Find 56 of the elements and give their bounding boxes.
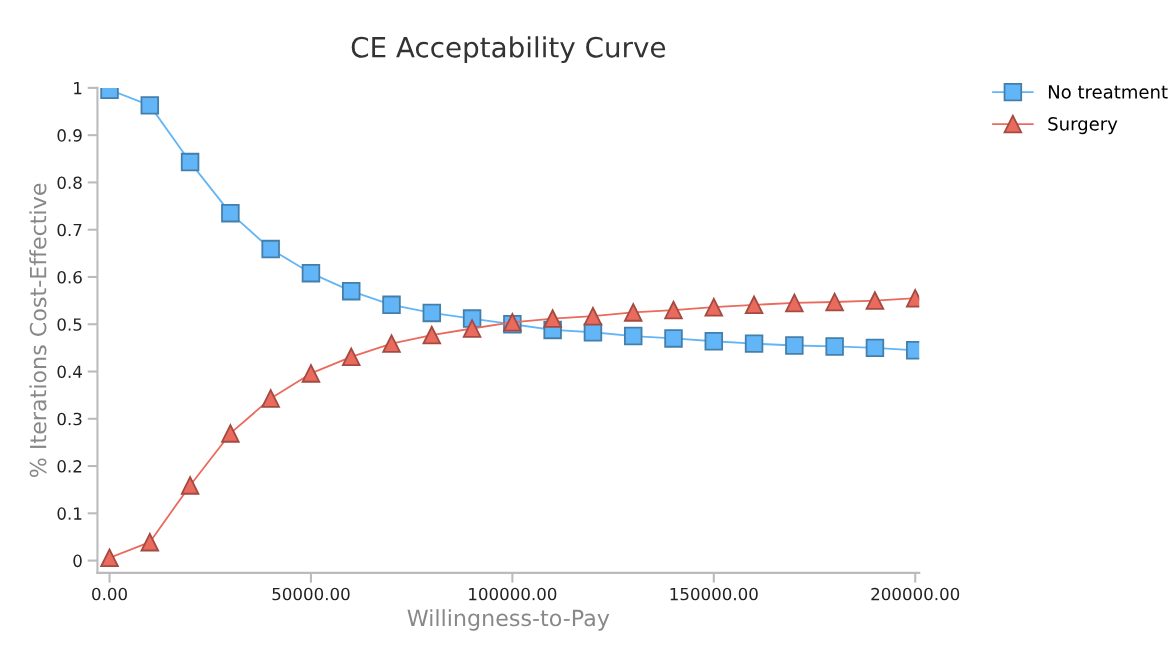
x-tick-label: 200000.00 — [871, 587, 960, 601]
point — [341, 347, 361, 367]
point — [301, 263, 321, 283]
y-tick-label: 0.7 — [57, 223, 82, 237]
point — [221, 424, 240, 443]
x-tick-label: 150000.00 — [670, 587, 758, 601]
y-tick-label: 0.8 — [57, 176, 82, 189]
point — [180, 476, 200, 495]
x-tick-label: 0.00 — [92, 587, 127, 601]
point — [100, 548, 119, 567]
point — [422, 303, 442, 323]
point — [180, 152, 200, 172]
point — [623, 326, 643, 346]
point — [140, 96, 160, 115]
point — [341, 281, 361, 301]
legend-label: No treatment — [1048, 85, 1168, 99]
x-axis-title: Willingness-to-Pay — [407, 609, 610, 631]
point — [583, 306, 603, 326]
y-tick-label: 0.5 — [57, 318, 82, 331]
point — [422, 325, 442, 345]
y-tick-label: 0.2 — [57, 460, 82, 473]
point — [865, 291, 885, 310]
point — [744, 334, 764, 353]
legend-label: Surgery — [1048, 116, 1118, 135]
point — [623, 303, 643, 322]
point — [221, 203, 240, 223]
y-tick-label: 0.1 — [57, 507, 82, 520]
point — [301, 364, 321, 383]
point — [382, 334, 401, 353]
point — [785, 293, 804, 313]
point — [583, 323, 603, 342]
chart-title: CE Acceptability Curve — [351, 36, 666, 64]
point — [704, 297, 724, 317]
y-tick-label: 0.4 — [57, 365, 82, 379]
point — [664, 300, 683, 320]
y-tick-label: 1 — [74, 82, 82, 95]
y-tick-label: 0.9 — [57, 129, 82, 142]
point — [261, 389, 280, 408]
point — [825, 337, 844, 356]
y-tick-label: 0.6 — [57, 270, 82, 284]
x-tick-label: 50000.00 — [272, 587, 350, 601]
point — [664, 329, 683, 348]
point — [704, 332, 724, 351]
y-axis-title: % Iterations Cost-Effective — [29, 183, 47, 478]
point — [543, 309, 562, 328]
point — [140, 532, 160, 552]
point — [382, 295, 401, 315]
point — [825, 292, 844, 312]
point — [865, 338, 885, 358]
y-tick-label: 0 — [73, 554, 82, 568]
y-tick-label: 0.3 — [57, 412, 82, 426]
point — [744, 295, 764, 315]
point — [261, 239, 280, 259]
point — [462, 319, 482, 338]
x-tick-label: 100000.00 — [469, 587, 557, 601]
point — [785, 336, 804, 355]
